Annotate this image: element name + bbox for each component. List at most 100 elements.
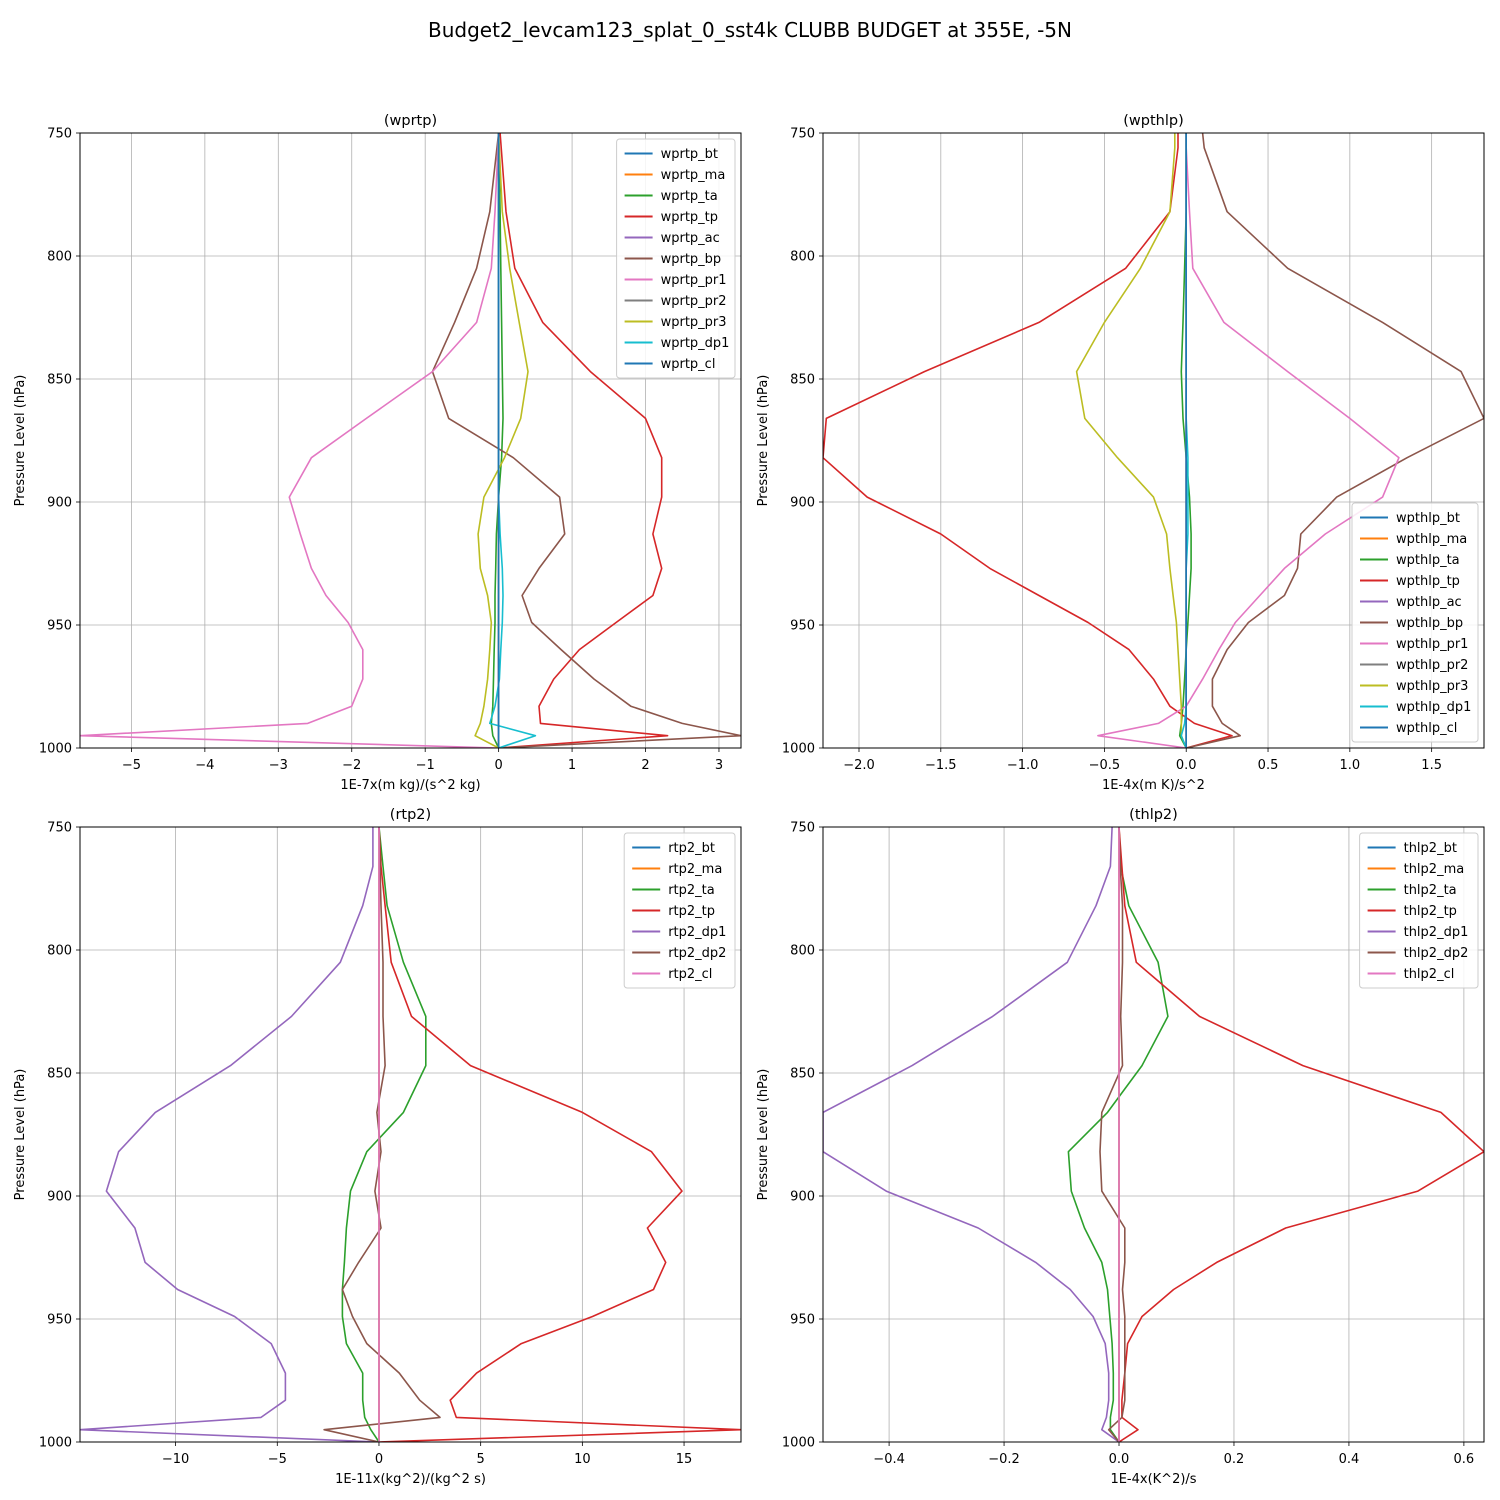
x-tick-label: 1.5 [1421,758,1442,773]
legend-label: wpthlp_bt [1396,511,1460,526]
y-tick-label: 750 [47,127,72,142]
series-line-thlp2_dp1 [823,827,1120,1442]
panel-title: (wpthlp) [1123,113,1184,129]
y-tick-label: 900 [790,1190,815,1205]
x-tick-label: 15 [676,1452,693,1467]
panel-3: −0.4 −0.2 0.0 0.2 0.4 0.6 750 800 850 900 950 1000 (… [756,807,1485,1487]
legend-box [1351,502,1479,743]
y-tick-label: 1000 [782,742,815,757]
x-tick-label: 0 [375,1452,383,1467]
x-tick-label: −10 [162,1452,189,1467]
x-tick-label: −0.5 [1089,758,1121,773]
y-tick-label: 850 [47,373,72,388]
panel-1: −2.0 −1.5 −1.0 −0.5 0.0 0.5 1.0 1.5 750 800 850 900… [756,113,1485,793]
x-tick-label: 0.0 [1176,758,1197,773]
x-tick-label: −4 [195,758,214,773]
legend-label: thlp2_tp [1404,904,1457,919]
legend: rtp2_bt rtp2_ma rtp2_ta rtp2_tp rtp2_dp1 rtp2… [623,832,736,989]
panel-title: (rtp2) [390,807,431,823]
legend-label: wprtp_bp [661,252,722,267]
x-tick-label: 1 [568,758,576,773]
x-tick-label: −1.5 [925,758,957,773]
x-tick-label: −1.0 [1007,758,1039,773]
y-tick-label: 950 [790,1313,815,1328]
y-tick-label: 750 [47,821,72,836]
series-line-thlp2_ta [1067,827,1169,1442]
y-axis-label: Pressure Level (hPa) [756,1069,771,1201]
legend-label: wpthlp_ma [1396,532,1467,547]
x-tick-label: −0.2 [988,1452,1020,1467]
series-line-wpthlp_ta [1178,133,1192,748]
y-tick-label: 950 [47,619,72,634]
legend-label: wpthlp_pr3 [1396,679,1468,694]
x-tick-label: −2 [342,758,361,773]
series-line-wprtp_dp1 [488,133,537,748]
series-group [823,133,1484,748]
panel-0: −5 −4 −3 −2 −1 0 1 2 3 750 800 850 900 950 1000 (wprtp)… [13,113,742,793]
legend-label: thlp2_cl [1404,967,1455,982]
axes-frame [822,826,1485,1443]
x-tick-label: −5 [122,758,141,773]
y-axis-label: Pressure Level (hPa) [13,375,28,507]
x-axis-label: 1E-7x(m kg)/(s^2 kg) [340,778,480,793]
legend-label: rtp2_ta [668,883,715,898]
x-tick-label: −1 [416,758,435,773]
legend-label: wpthlp_dp1 [1396,700,1471,715]
series-line-rtp2_tp [378,827,741,1442]
y-tick-label: 1000 [39,1436,72,1451]
panel-title: (thlp2) [1129,807,1178,823]
legend-label: rtp2_dp2 [668,946,726,961]
figure-title: Budget2_levcam123_splat_0_sst4k CLUBB BU… [428,18,1072,42]
x-tick-label: −2.0 [843,758,875,773]
legend-label: wpthlp_pr1 [1396,637,1468,652]
legend: thlp2_bt thlp2_ma thlp2_ta thlp2_tp thlp2_dp… [1359,832,1479,989]
legend-label: thlp2_dp2 [1404,946,1469,961]
y-axis-label: Pressure Level (hPa) [756,375,771,507]
chart-panels: −5 −4 −3 −2 −1 0 1 2 37508008509009501000(wprtp)… [13,113,1485,1487]
x-tick-label: 10 [574,1452,591,1467]
y-tick-label: 1000 [39,742,72,757]
legend-label: wprtp_pr2 [661,294,727,309]
legend-label: wprtp_pr3 [661,315,727,330]
legend: wpthlp_bt wpthlp_ma wpthlp_ta wpthlp_tpwpth… [1351,502,1479,743]
legend-box [1359,832,1479,989]
y-axis-label: Pressure Level (hPa) [13,1069,28,1201]
y-tick-label: 850 [790,373,815,388]
x-tick-label: −3 [269,758,288,773]
series-line-wprtp_pr3 [474,133,529,748]
series-line-rtp2_ta [341,827,427,1442]
y-tick-label: 900 [47,496,72,511]
y-tick-label: 950 [47,1313,72,1328]
y-tick-label: 850 [47,1067,72,1082]
x-tick-label: 1.0 [1339,758,1360,773]
legend-label: rtp2_cl [668,967,712,982]
series-line-wprtp_ta [490,133,504,748]
series-line-wpthlp_pr3 [1075,133,1187,748]
x-axis-label: 1E-4x(K^2)/s [1110,1472,1196,1487]
legend-box [616,138,736,379]
y-tick-label: 800 [47,944,72,959]
legend-label: rtp2_dp1 [668,925,726,940]
series-line-rtp2_dp2 [323,827,441,1442]
x-tick-label: 0.4 [1339,1452,1360,1467]
x-tick-label: 0.0 [1109,1452,1130,1467]
series-line-wpthlp_tp [823,133,1233,748]
x-tick-label: 5 [477,1452,485,1467]
y-tick-label: 900 [47,1190,72,1205]
legend-label: wprtp_pr1 [661,273,727,288]
x-tick-label: 0 [494,758,502,773]
x-tick-label: −5 [268,1452,287,1467]
series-line-thlp2_tp [1118,827,1484,1442]
axes-frame [822,132,1485,749]
legend-label: wprtp_tp [661,210,718,225]
series-group [80,827,741,1442]
legend-label: wprtp_ta [661,189,718,204]
legend-label: wpthlp_bp [1396,616,1463,631]
legend-label: wpthlp_ac [1396,595,1462,610]
series-line-wprtp_pr1 [80,133,500,748]
legend-label: wpthlp_cl [1396,721,1457,736]
y-tick-label: 750 [790,127,815,142]
legend: wprtp_bt wprtp_ma wprtp_ta wprtp_tp wprtp_ac… [616,138,736,379]
y-tick-label: 850 [790,1067,815,1082]
